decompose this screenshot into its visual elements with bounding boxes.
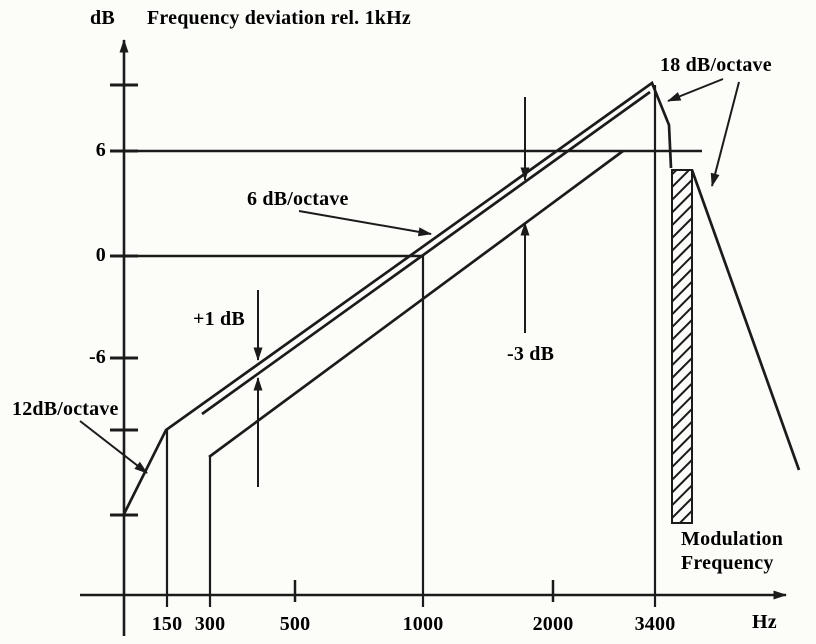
y-tick-label-0: 0 [95,244,106,266]
x-tick-label-500: 500 [279,613,311,635]
y-tick-label-6: 6 [95,139,106,161]
series-upper_limit [122,80,673,515]
x-axis-unit-label: Hz [752,611,777,633]
annotation-tolerance-minus-3-db-label: -3 dB [507,343,555,365]
y-tick-label--6: -6 [88,346,106,368]
annotation-slope-6-db-octave-label: 6 dB/octave [247,188,349,210]
annotation-slope-18-db-octave-label: 18 dB/octave [660,54,772,76]
x-tick-label-2000: 2000 [532,613,574,635]
y-axis-unit-label: dB [90,7,115,29]
chart-title: Frequency deviation rel. 1kHz [147,7,411,29]
annotation-arrow-slope-12-db-octave [79,420,148,474]
x-tick-label-300: 300 [194,613,226,635]
series-band_edge_fall [690,169,801,471]
x-tick-label-1000: 1000 [402,613,444,635]
series-lower_limit [208,149,624,459]
series-nominal_response [201,90,651,416]
annotation-tolerance-plus-1-db-label: +1 dB [193,308,245,330]
annotation-arrow-slope-6-db-octave [298,210,432,237]
annotation-slope-12-db-octave-label: 12dB/octave [12,398,119,420]
annotation-x-axis-caption-label: Modulation Frequency [681,528,784,574]
x-tick-label-150: 150 [151,613,183,635]
annotation-arrow-slope-18-db-octave [710,81,740,187]
x-tick-label-3400: 3400 [634,613,676,635]
band-edge-hatched-bar [671,169,693,524]
annotation-arrow-slope-18-db-octave [667,78,724,102]
